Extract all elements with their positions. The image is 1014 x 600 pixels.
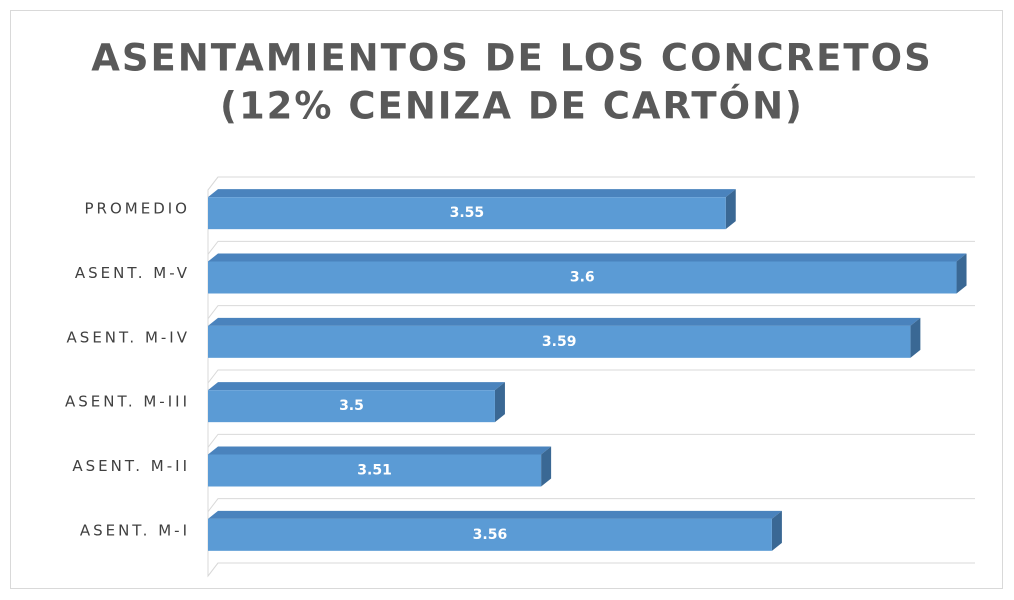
grid-line [207, 498, 975, 512]
data-label: 3.56 [473, 527, 508, 543]
bar [208, 390, 495, 423]
y-tick-label: PROMEDIO [85, 200, 190, 218]
bar [208, 197, 726, 230]
chart-frame [10, 10, 1003, 589]
data-label: 3.59 [542, 334, 577, 350]
data-label: 3.5 [339, 398, 364, 414]
bar-side [541, 446, 552, 487]
bar [208, 454, 542, 487]
data-label: 3.6 [570, 270, 595, 286]
bar-top [208, 382, 505, 391]
bar-side [910, 317, 921, 358]
chart-title: ASENTAMIENTOS DE LOS CONCRETOS [91, 37, 933, 80]
grid-line [207, 305, 975, 319]
grid-line [207, 369, 975, 384]
bar-top [208, 253, 967, 262]
y-tick-label: ASENT. M-III [65, 393, 190, 411]
bar-top [208, 189, 736, 198]
data-label: 3.55 [450, 205, 485, 221]
bar-side [725, 189, 736, 230]
chart-title: (12% CENIZA DE CARTÓN) [220, 84, 804, 128]
bar [208, 261, 957, 294]
bar-top [208, 510, 782, 519]
grid-line [207, 562, 975, 577]
grid-line [207, 433, 975, 448]
bar [208, 518, 772, 551]
bar [208, 325, 911, 358]
data-label: 3.51 [357, 463, 392, 479]
y-tick-label: ASENT. M-V [75, 264, 190, 282]
grid-line [207, 240, 975, 255]
bar-side [771, 510, 782, 551]
y-tick-label: ASENT. M-I [80, 521, 190, 539]
bar-side [494, 382, 505, 423]
grid-line [207, 176, 975, 191]
y-tick-label: ASENT. M-II [72, 457, 190, 475]
y-tick-label: ASENT. M-IV [67, 328, 190, 346]
bar-top [208, 446, 552, 455]
bar-top [208, 317, 921, 326]
bar-side [956, 253, 967, 294]
